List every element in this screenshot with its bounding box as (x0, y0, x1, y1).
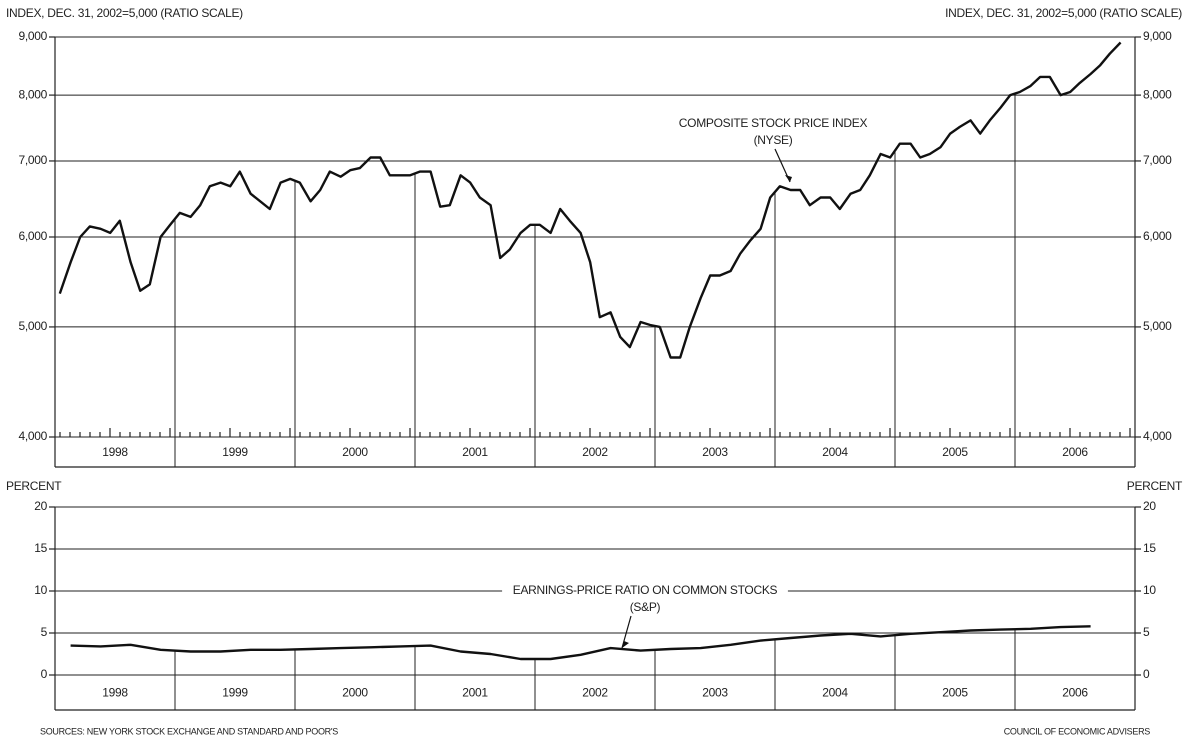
annotation: EARNINGS-PRICE RATIO ON COMMON STOCKS (513, 583, 778, 597)
y-axis-title: PERCENT (6, 479, 62, 493)
y2-tick-label: 10 (1143, 583, 1156, 597)
x-tick-label: 2004 (822, 686, 848, 700)
annotation-arrow (621, 615, 632, 649)
y2-tick-label: 6,000 (1143, 229, 1172, 243)
x-tick-label: 2003 (702, 686, 728, 700)
x-tick-label: 2003 (702, 445, 728, 459)
source-note: SOURCES: NEW YORK STOCK EXCHANGE AND STA… (40, 726, 338, 736)
data-line (58, 41, 1122, 359)
y2-tick-label: 5,000 (1143, 319, 1172, 333)
y-tick-label: 5 (41, 625, 48, 639)
y-tick-label: 0 (41, 667, 48, 681)
x-tick-label: 2001 (462, 686, 488, 700)
x-tick-label: 2006 (1062, 445, 1088, 459)
y2-tick-label: 9,000 (1143, 29, 1172, 43)
x-tick-label: 2000 (342, 686, 368, 700)
annotation: (NYSE) (754, 133, 793, 147)
x-tick-label: 1998 (102, 686, 128, 700)
y2-tick-label: 8,000 (1143, 87, 1172, 101)
y-tick-label: 10 (34, 583, 47, 597)
y-tick-label: 15 (34, 541, 47, 555)
y-axis-title: INDEX, DEC. 31, 2002=5,000 (RATIO SCALE) (6, 6, 243, 20)
x-tick-label: 2005 (942, 686, 968, 700)
y2-tick-label: 0 (1143, 667, 1150, 681)
y-tick-label: 7,000 (18, 153, 47, 167)
x-tick-label: 2002 (582, 445, 608, 459)
x-tick-label: 1998 (102, 445, 128, 459)
y2-axis-title: PERCENT (1127, 479, 1183, 493)
y-tick-label: 9,000 (18, 29, 47, 43)
x-tick-label: 2001 (462, 445, 488, 459)
data-line (70, 625, 1091, 661)
label-backdrop (502, 583, 788, 599)
credit-note: COUNCIL OF ECONOMIC ADVISERS (1004, 726, 1151, 736)
y-tick-label: 8,000 (18, 87, 47, 101)
y-tick-label: 4,000 (18, 429, 47, 443)
annotation: COMPOSITE STOCK PRICE INDEX (679, 116, 868, 130)
y-tick-label: 5,000 (18, 319, 47, 333)
arrow-head (785, 175, 792, 182)
arrow-head (622, 641, 629, 648)
x-tick-label: 1999 (222, 445, 248, 459)
x-tick-label: 2005 (942, 445, 968, 459)
annotation: (S&P) (630, 600, 661, 614)
x-tick-label: 2006 (1062, 686, 1088, 700)
y-tick-label: 6,000 (18, 229, 47, 243)
x-tick-label: 2004 (822, 445, 848, 459)
y2-tick-label: 15 (1143, 541, 1156, 555)
x-tick-label: 2002 (582, 686, 608, 700)
x-tick-label: 2000 (342, 445, 368, 459)
y2-tick-label: 4,000 (1143, 429, 1172, 443)
y-tick-label: 20 (34, 499, 47, 513)
y2-tick-label: 5 (1143, 625, 1150, 639)
y2-tick-label: 7,000 (1143, 153, 1172, 167)
y2-tick-label: 20 (1143, 499, 1156, 513)
x-tick-label: 1999 (222, 686, 248, 700)
y2-axis-title: INDEX, DEC. 31, 2002=5,000 (RATIO SCALE) (945, 6, 1182, 20)
